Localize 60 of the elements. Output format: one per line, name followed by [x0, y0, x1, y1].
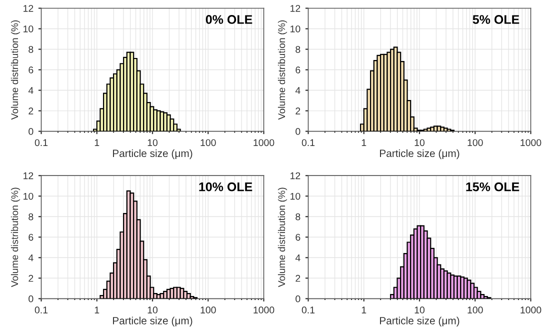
y-tick-label: 0: [28, 295, 34, 302]
x-tick-label: 100: [468, 306, 483, 314]
chart-title: 0% OLE: [206, 15, 252, 24]
x-axis-title: Particle size (μm): [380, 316, 460, 326]
x-tick-label: 0.1: [302, 306, 315, 314]
x-tick-label: 10: [414, 306, 425, 314]
chart-title: 5% OLE: [472, 15, 520, 24]
y-tick-label: 0: [296, 128, 300, 135]
y-tick-label: 8: [296, 46, 300, 53]
y-axis-title: Volume distribution (%): [10, 20, 20, 120]
x-axis-title: Particle size (μm): [113, 316, 192, 326]
x-tick-label: 10: [414, 139, 425, 146]
y-tick-label: 6: [28, 234, 34, 241]
x-tick-label: 1: [362, 306, 366, 314]
y-tick-label: 6: [28, 66, 34, 74]
x-tick-label: 1000: [254, 139, 274, 146]
y-axis-title: Volume distribution (%): [278, 188, 288, 288]
y-tick-label: 6: [296, 234, 300, 241]
y-tick-label: 10: [290, 192, 300, 200]
x-tick-label: 0.1: [34, 306, 48, 314]
y-tick-label: 10: [24, 192, 34, 200]
y-tick-label: 12: [290, 172, 300, 180]
x-tick-label: 1: [362, 139, 366, 146]
y-tick-label: 4: [295, 254, 300, 262]
x-tick-label: 1: [94, 306, 100, 314]
y-tick-label: 8: [28, 213, 34, 220]
y-tick-label: 4: [295, 87, 300, 94]
x-tick-label: 1000: [520, 306, 542, 314]
y-tick-label: 0: [296, 295, 300, 302]
chart-title: 10% OLE: [199, 182, 252, 192]
y-tick-label: 2: [28, 108, 34, 114]
y-tick-label: 6: [296, 66, 300, 74]
x-tick-label: 100: [200, 139, 216, 146]
y-tick-label: 12: [290, 4, 300, 12]
x-tick-label: 1: [94, 139, 100, 146]
y-tick-label: 8: [28, 46, 34, 53]
x-tick-label: 100: [468, 139, 483, 146]
y-tick-label: 2: [296, 108, 300, 114]
y-tick-label: 2: [296, 274, 300, 282]
y-tick-label: 2: [28, 274, 34, 282]
y-tick-label: 4: [28, 254, 34, 262]
y-tick-label: 10: [290, 25, 300, 32]
x-tick-label: 0.1: [302, 139, 315, 146]
y-tick-label: 0: [28, 128, 34, 135]
y-axis-title: Volume distribution (%): [278, 20, 288, 120]
x-axis-title: Particle size (μm): [113, 149, 192, 160]
x-tick-label: 1000: [254, 306, 274, 314]
y-tick-label: 10: [24, 25, 34, 32]
x-axis-title: Particle size (μm): [380, 149, 460, 160]
x-tick-label: 1000: [520, 139, 542, 146]
y-tick-label: 12: [24, 4, 34, 12]
x-tick-label: 100: [200, 306, 216, 314]
x-tick-label: 10: [148, 139, 158, 146]
y-axis-title: Volume distribution (%): [10, 188, 20, 288]
x-tick-label: 0.1: [34, 139, 48, 146]
x-tick-label: 10: [148, 306, 158, 314]
y-tick-label: 8: [296, 213, 300, 220]
y-tick-label: 12: [24, 172, 34, 180]
chart-title: 15% OLE: [466, 182, 520, 192]
y-tick-label: 4: [28, 87, 34, 94]
